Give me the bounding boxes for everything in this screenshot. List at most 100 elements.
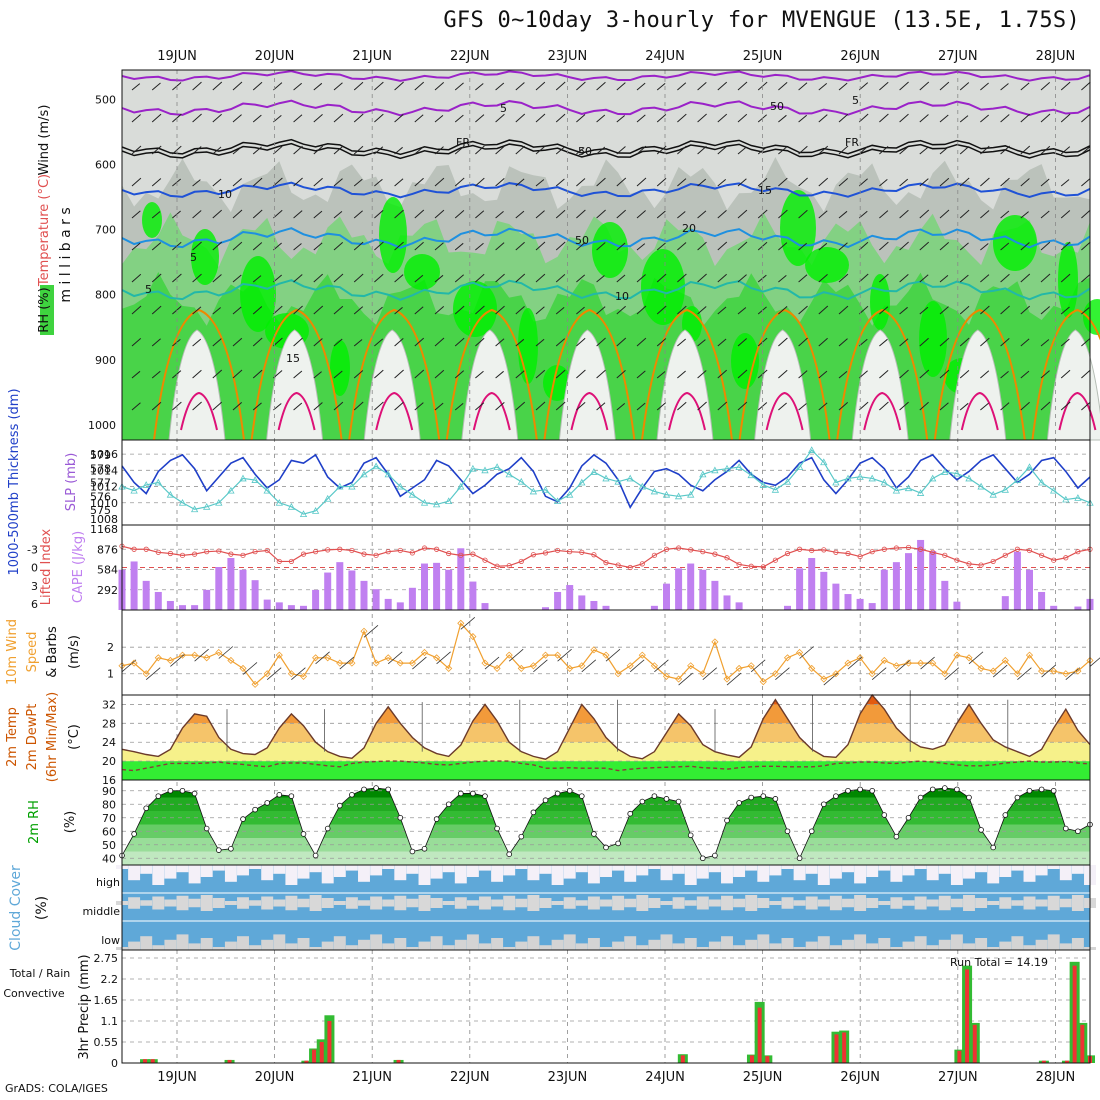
precip-convective-bar xyxy=(757,1007,762,1063)
rh-marker xyxy=(1075,828,1081,835)
cloud-low-gap xyxy=(757,934,770,950)
wind-speed-marker xyxy=(178,651,187,659)
cloud-mid-gap xyxy=(273,899,286,907)
cloud-low-gap xyxy=(914,936,927,950)
temp-contour-25 xyxy=(668,391,706,431)
wind-barb xyxy=(151,113,162,123)
slp-marker xyxy=(396,482,404,490)
cloud-high-gap xyxy=(321,865,334,884)
wind-barb xyxy=(1081,113,1091,123)
cloud-ylabel-2: (%) xyxy=(34,896,50,920)
dewpt-line xyxy=(121,760,1091,772)
slp-line xyxy=(121,449,1091,515)
rh-marker xyxy=(1002,812,1009,818)
cape-ytick: 584 xyxy=(97,564,118,577)
lifted-index-marker xyxy=(567,549,573,555)
wind-barb xyxy=(717,369,727,379)
lifted-index-marker xyxy=(772,557,779,563)
wind-barb xyxy=(535,113,546,123)
cloud-high-gap xyxy=(587,865,600,884)
wind-barb xyxy=(151,145,162,155)
wind-barb xyxy=(656,273,667,283)
li-ytick: -3 xyxy=(27,543,38,556)
temp-contour-25 xyxy=(375,391,414,431)
wind-barb xyxy=(313,145,324,155)
temp-ylabel-1: 2m Temp xyxy=(5,707,20,767)
cape-bar xyxy=(203,589,211,610)
cloud-mid-gap xyxy=(1059,898,1072,908)
lifted-index-marker xyxy=(639,561,645,567)
lifted-index-marker xyxy=(446,550,452,557)
cape-bar xyxy=(384,598,392,610)
wind-barb xyxy=(879,369,889,379)
wind-barb xyxy=(434,115,444,123)
slp-marker xyxy=(590,468,598,475)
rh-ytick: 80 xyxy=(102,798,116,811)
cloud-low-gap xyxy=(950,934,963,950)
cape-bar xyxy=(481,603,489,610)
cloud-high-gap xyxy=(745,865,758,871)
wind-barb xyxy=(1060,306,1070,315)
date-label-top: 21JUN xyxy=(352,49,392,64)
wind-barb xyxy=(737,369,748,379)
wind-barb xyxy=(798,242,808,251)
wind-barb xyxy=(838,371,848,379)
cloud-low-gap xyxy=(938,939,951,950)
wind-barb xyxy=(1000,83,1009,91)
wind-barb-10m xyxy=(460,617,476,630)
contour-label: FR xyxy=(845,136,859,149)
profile-ytick: 800 xyxy=(95,289,116,302)
cloud-mid-gap xyxy=(757,898,770,908)
wind-barb xyxy=(858,145,869,155)
slp-marker xyxy=(384,470,392,478)
wind-speed-marker xyxy=(372,659,380,667)
cloud-high-gap xyxy=(1023,865,1036,882)
cloud-high-gap xyxy=(999,865,1012,877)
wind-barb xyxy=(798,177,808,187)
wind-speed-marker xyxy=(614,670,622,678)
wind-barb xyxy=(515,273,526,283)
cloud-high-gap xyxy=(515,865,528,869)
rh-marker xyxy=(409,848,416,855)
wind-speed-marker xyxy=(408,659,416,667)
rh-high-cell xyxy=(805,247,849,283)
li-ylabel: Lifted Index xyxy=(39,528,54,605)
contour-label: 15 xyxy=(286,352,300,365)
cloud-high-gap xyxy=(176,865,189,873)
rh-high-cell xyxy=(919,301,947,377)
cloud-mid-gap xyxy=(987,901,1000,905)
cloud-high-gap xyxy=(660,865,673,881)
cloud-high-gap xyxy=(854,865,867,884)
slp-ylabel: SLP (mb) xyxy=(64,453,79,512)
wind-barb xyxy=(677,211,686,219)
wind-barb xyxy=(1040,273,1051,283)
wind-barb xyxy=(616,242,626,251)
rh-marker xyxy=(748,794,754,801)
lifted-index-marker xyxy=(700,549,706,555)
wind-barb xyxy=(313,242,323,251)
temp-contour-20 xyxy=(836,308,929,441)
wind-barb xyxy=(555,401,566,411)
cloud-high-gap xyxy=(273,865,286,874)
wind-barb xyxy=(454,82,464,91)
thickness-ytick: 576 xyxy=(90,490,111,503)
wind-barb xyxy=(353,273,364,283)
rh-marker xyxy=(591,831,597,837)
wind-speed-marker xyxy=(324,654,332,662)
rh-high-cell xyxy=(1058,242,1078,318)
wind-barb xyxy=(555,274,566,283)
wind-barb xyxy=(919,114,929,123)
wind-barb xyxy=(778,209,788,219)
temp-band xyxy=(122,704,1090,724)
cape-bar xyxy=(941,580,949,610)
wind-barb xyxy=(959,274,969,283)
cloud-mid-gap xyxy=(672,897,685,909)
wind-barb xyxy=(919,241,930,251)
rh-marker xyxy=(966,794,972,801)
slp-marker xyxy=(311,507,320,514)
wind-barb xyxy=(192,179,201,187)
wind-barb xyxy=(1020,305,1031,315)
wind-barb xyxy=(1060,241,1071,251)
wind-speed-marker xyxy=(336,659,344,667)
cloud-mid-gap xyxy=(926,899,939,907)
